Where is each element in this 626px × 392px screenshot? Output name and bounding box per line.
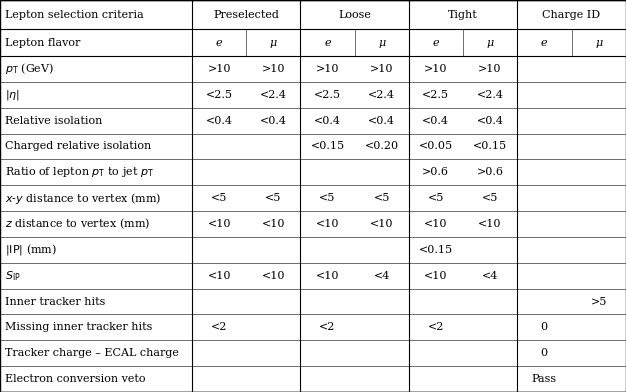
- Text: Preselected: Preselected: [213, 10, 279, 20]
- Text: Tracker charge – ECAL charge: Tracker charge – ECAL charge: [5, 348, 179, 358]
- Text: <5: <5: [265, 193, 282, 203]
- Text: <10: <10: [424, 219, 448, 229]
- Text: <10: <10: [262, 219, 285, 229]
- Text: >10: >10: [262, 64, 285, 74]
- Text: <4: <4: [374, 271, 390, 281]
- Text: <10: <10: [207, 219, 231, 229]
- Text: Electron conversion veto: Electron conversion veto: [5, 374, 145, 384]
- Text: $S_{\mathrm{IP}}$: $S_{\mathrm{IP}}$: [5, 269, 21, 283]
- Text: <0.15: <0.15: [473, 142, 507, 151]
- Text: $p_{\mathrm{T}}$ (GeV): $p_{\mathrm{T}}$ (GeV): [5, 62, 54, 76]
- Text: $|\eta|$: $|\eta|$: [5, 88, 20, 102]
- Text: >10: >10: [207, 64, 231, 74]
- Text: Loose: Loose: [338, 10, 371, 20]
- Text: <10: <10: [262, 271, 285, 281]
- Text: >10: >10: [316, 64, 339, 74]
- Text: <0.15: <0.15: [310, 142, 345, 151]
- Text: <10: <10: [424, 271, 448, 281]
- Text: Lepton flavor: Lepton flavor: [5, 38, 80, 48]
- Text: 0: 0: [541, 322, 548, 332]
- Text: Lepton selection criteria: Lepton selection criteria: [5, 10, 144, 20]
- Text: Relative isolation: Relative isolation: [5, 116, 103, 125]
- Text: <5: <5: [428, 193, 444, 203]
- Text: <10: <10: [316, 219, 339, 229]
- Text: >10: >10: [424, 64, 448, 74]
- Text: <2.4: <2.4: [260, 90, 287, 100]
- Text: $|\mathrm{IP}|$ (mm): $|\mathrm{IP}|$ (mm): [5, 242, 57, 257]
- Text: <5: <5: [211, 193, 227, 203]
- Text: >10: >10: [478, 64, 502, 74]
- Text: <2.4: <2.4: [368, 90, 395, 100]
- Text: <5: <5: [319, 193, 336, 203]
- Text: Charged relative isolation: Charged relative isolation: [5, 142, 151, 151]
- Text: <5: <5: [482, 193, 498, 203]
- Text: μ: μ: [378, 38, 386, 48]
- Text: <0.4: <0.4: [206, 116, 233, 125]
- Text: e: e: [216, 38, 223, 48]
- Text: <2: <2: [428, 322, 444, 332]
- Text: <10: <10: [478, 219, 502, 229]
- Text: 0: 0: [541, 348, 548, 358]
- Text: <2.5: <2.5: [314, 90, 341, 100]
- Text: μ: μ: [486, 38, 494, 48]
- Text: Pass: Pass: [531, 374, 557, 384]
- Text: $z$ distance to vertex (mm): $z$ distance to vertex (mm): [5, 217, 150, 231]
- Text: >0.6: >0.6: [476, 167, 503, 177]
- Text: <5: <5: [374, 193, 390, 203]
- Text: <2.5: <2.5: [423, 90, 449, 100]
- Text: <0.20: <0.20: [364, 142, 399, 151]
- Text: μ: μ: [595, 38, 602, 48]
- Text: Tight: Tight: [448, 10, 478, 20]
- Text: <0.05: <0.05: [419, 142, 453, 151]
- Text: >5: >5: [590, 296, 607, 307]
- Text: Missing inner tracker hits: Missing inner tracker hits: [5, 322, 152, 332]
- Text: <4: <4: [482, 271, 498, 281]
- Text: Charge ID: Charge ID: [543, 10, 600, 20]
- Text: >0.6: >0.6: [423, 167, 449, 177]
- Text: >10: >10: [370, 64, 394, 74]
- Text: <2.5: <2.5: [206, 90, 233, 100]
- Text: $x$-$y$ distance to vertex (mm): $x$-$y$ distance to vertex (mm): [5, 191, 162, 206]
- Text: μ: μ: [270, 38, 277, 48]
- Text: e: e: [433, 38, 439, 48]
- Text: <10: <10: [207, 271, 231, 281]
- Text: <0.4: <0.4: [368, 116, 395, 125]
- Text: <0.4: <0.4: [476, 116, 503, 125]
- Text: e: e: [541, 38, 548, 48]
- Text: <0.4: <0.4: [423, 116, 449, 125]
- Text: <2: <2: [319, 322, 336, 332]
- Text: Inner tracker hits: Inner tracker hits: [5, 296, 105, 307]
- Text: <0.4: <0.4: [260, 116, 287, 125]
- Text: <2.4: <2.4: [476, 90, 503, 100]
- Text: <0.4: <0.4: [314, 116, 341, 125]
- Text: Ratio of lepton $p_{\mathrm{T}}$ to jet $p_{\mathrm{T}}$: Ratio of lepton $p_{\mathrm{T}}$ to jet …: [5, 165, 154, 179]
- Text: <10: <10: [316, 271, 339, 281]
- Text: e: e: [324, 38, 331, 48]
- Text: <0.15: <0.15: [419, 245, 453, 255]
- Text: <2: <2: [211, 322, 227, 332]
- Text: <10: <10: [370, 219, 394, 229]
